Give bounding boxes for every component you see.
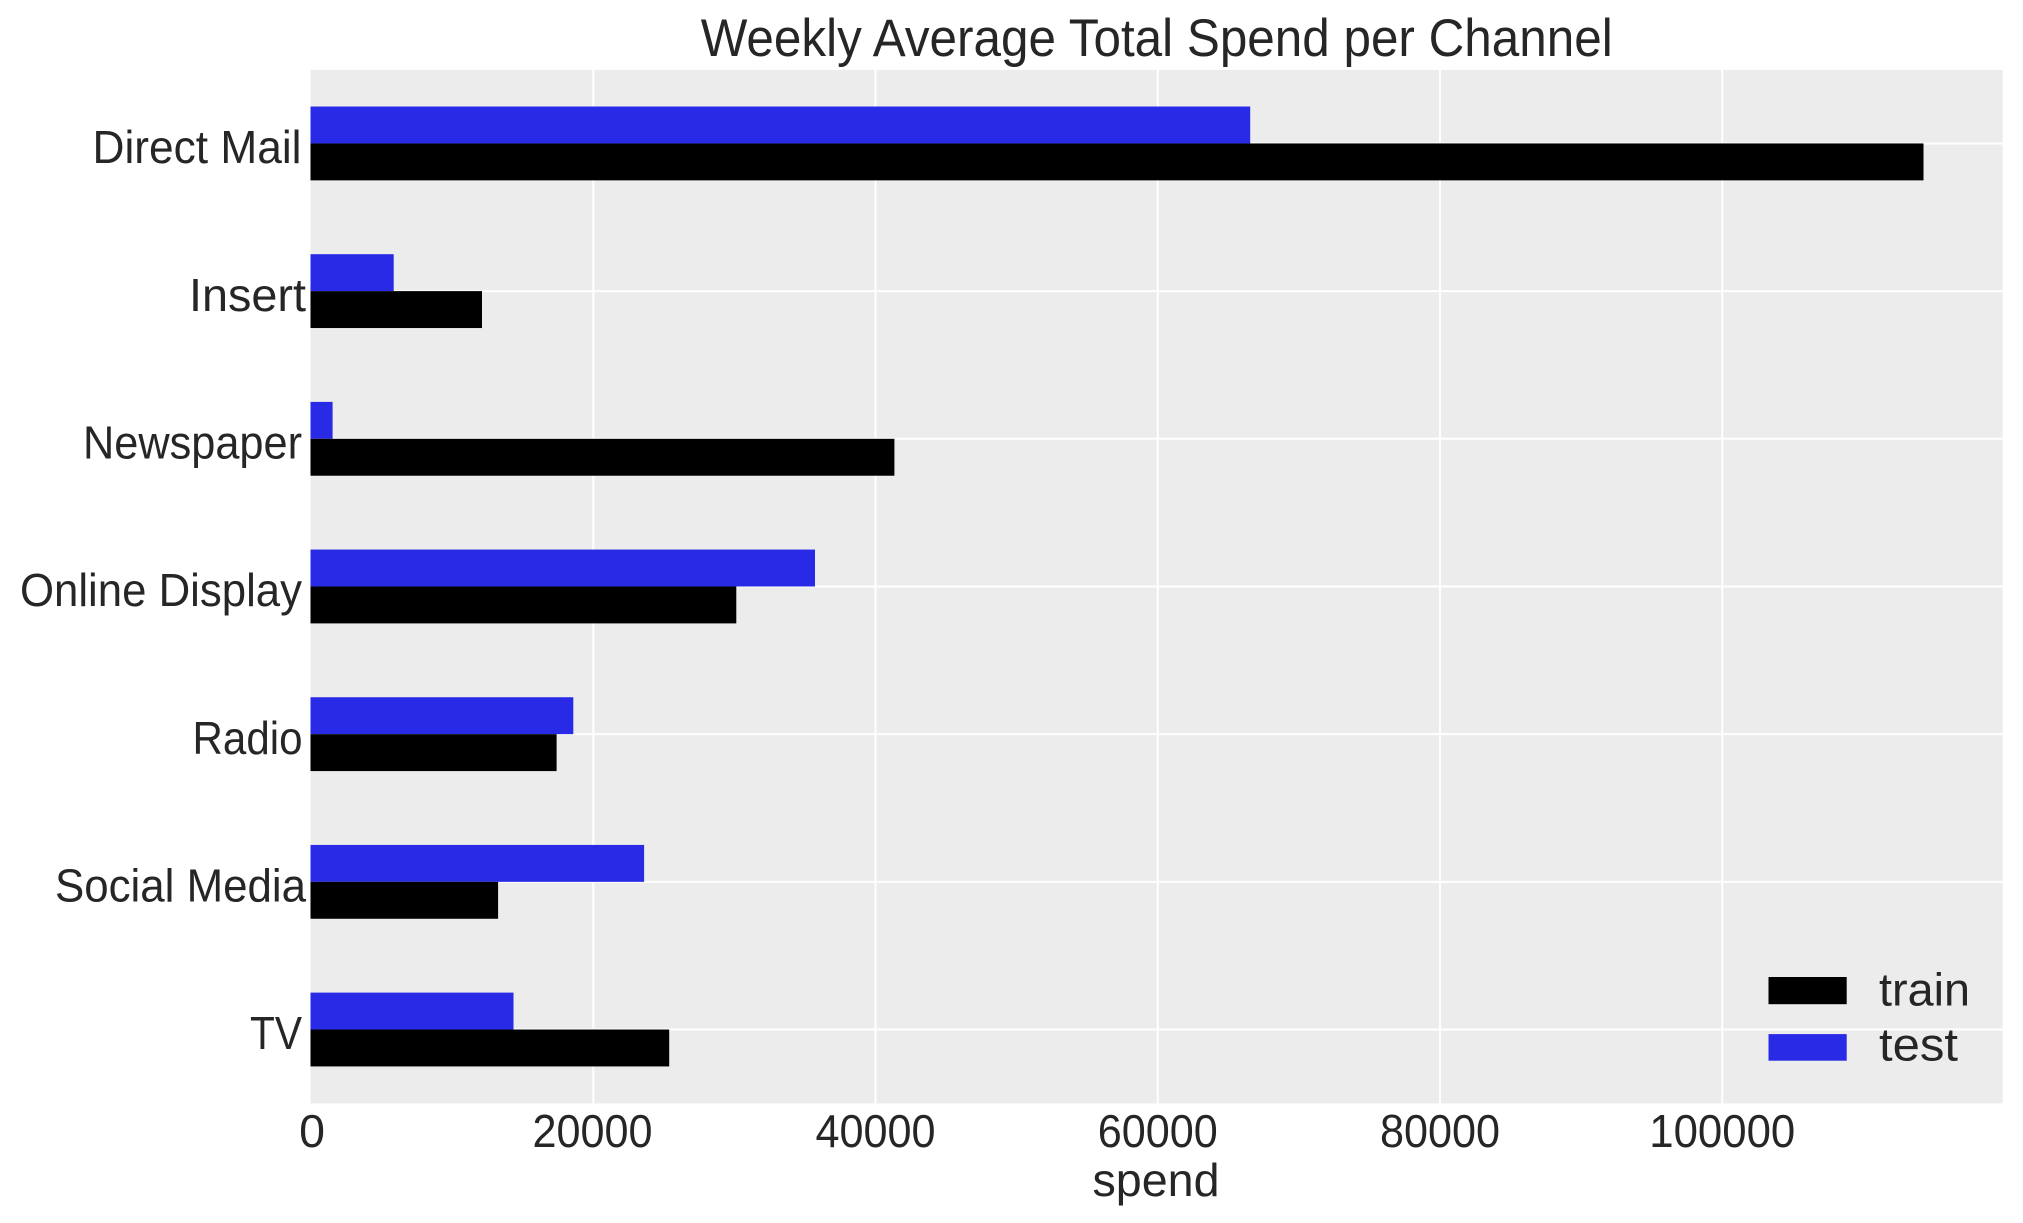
svg-text:Direct Mail: Direct Mail <box>93 121 302 173</box>
svg-text:60000: 60000 <box>1098 1105 1218 1157</box>
svg-text:Social Media: Social Media <box>55 860 306 912</box>
svg-text:Radio: Radio <box>193 712 303 764</box>
svg-text:40000: 40000 <box>816 1105 936 1157</box>
svg-text:TV: TV <box>250 1007 302 1059</box>
svg-text:train: train <box>1879 963 1970 1015</box>
svg-text:100000: 100000 <box>1649 1105 1795 1157</box>
svg-text:80000: 80000 <box>1380 1105 1500 1157</box>
svg-text:test: test <box>1879 1019 1958 1071</box>
svg-text:Newspaper: Newspaper <box>83 417 302 469</box>
svg-text:20000: 20000 <box>533 1105 653 1157</box>
svg-text:Weekly Average Total Spend per: Weekly Average Total Spend per Channel <box>701 9 1613 68</box>
svg-text:Online Display: Online Display <box>20 564 303 616</box>
svg-text:Insert: Insert <box>189 269 306 321</box>
svg-text:0: 0 <box>299 1105 325 1157</box>
svg-text:spend: spend <box>1093 1154 1220 1206</box>
